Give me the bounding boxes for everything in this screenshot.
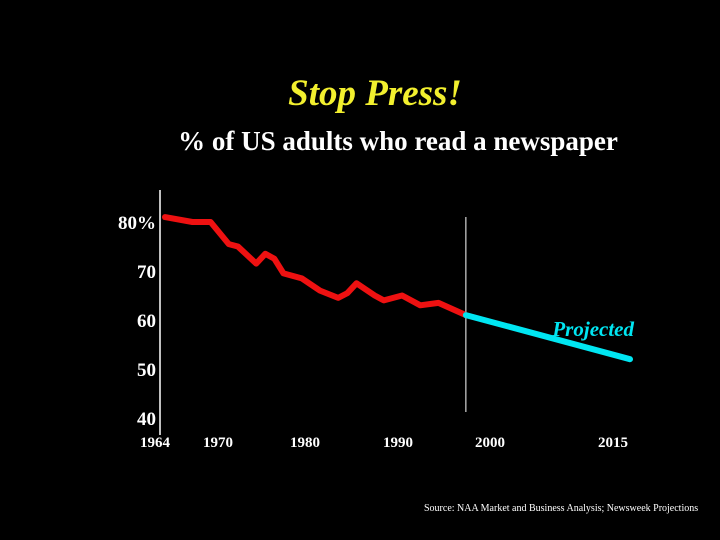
chart-title: % of US adults who read a newspaper — [178, 126, 618, 156]
y-tick-label: 60 — [137, 311, 156, 332]
historical-series-line — [162, 214, 469, 319]
y-tick-label: 70 — [137, 262, 156, 283]
y-tick-label: 40 — [137, 409, 156, 430]
x-tick-labels: 1964 1970 1980 1990 2000 2015 — [140, 435, 628, 451]
x-tick-label: 1990 — [383, 435, 413, 451]
slide-title: Stop Press! — [288, 73, 462, 114]
source-note: Source: NAA Market and Business Analysis… — [424, 503, 699, 514]
projected-annotation: Projected — [551, 317, 634, 341]
series-layer — [162, 214, 633, 363]
y-tick-labels: 80% 70 60 50 40 — [118, 213, 156, 430]
x-tick-label: 1980 — [290, 435, 320, 451]
x-tick-label: 2015 — [598, 435, 628, 451]
x-tick-label: 1964 — [140, 435, 171, 451]
x-tick-label: 1970 — [203, 435, 233, 451]
projected-series-line — [462, 312, 633, 363]
y-tick-label: 50 — [137, 360, 156, 381]
y-tick-label: 80% — [118, 213, 156, 234]
x-tick-label: 2000 — [475, 435, 505, 451]
